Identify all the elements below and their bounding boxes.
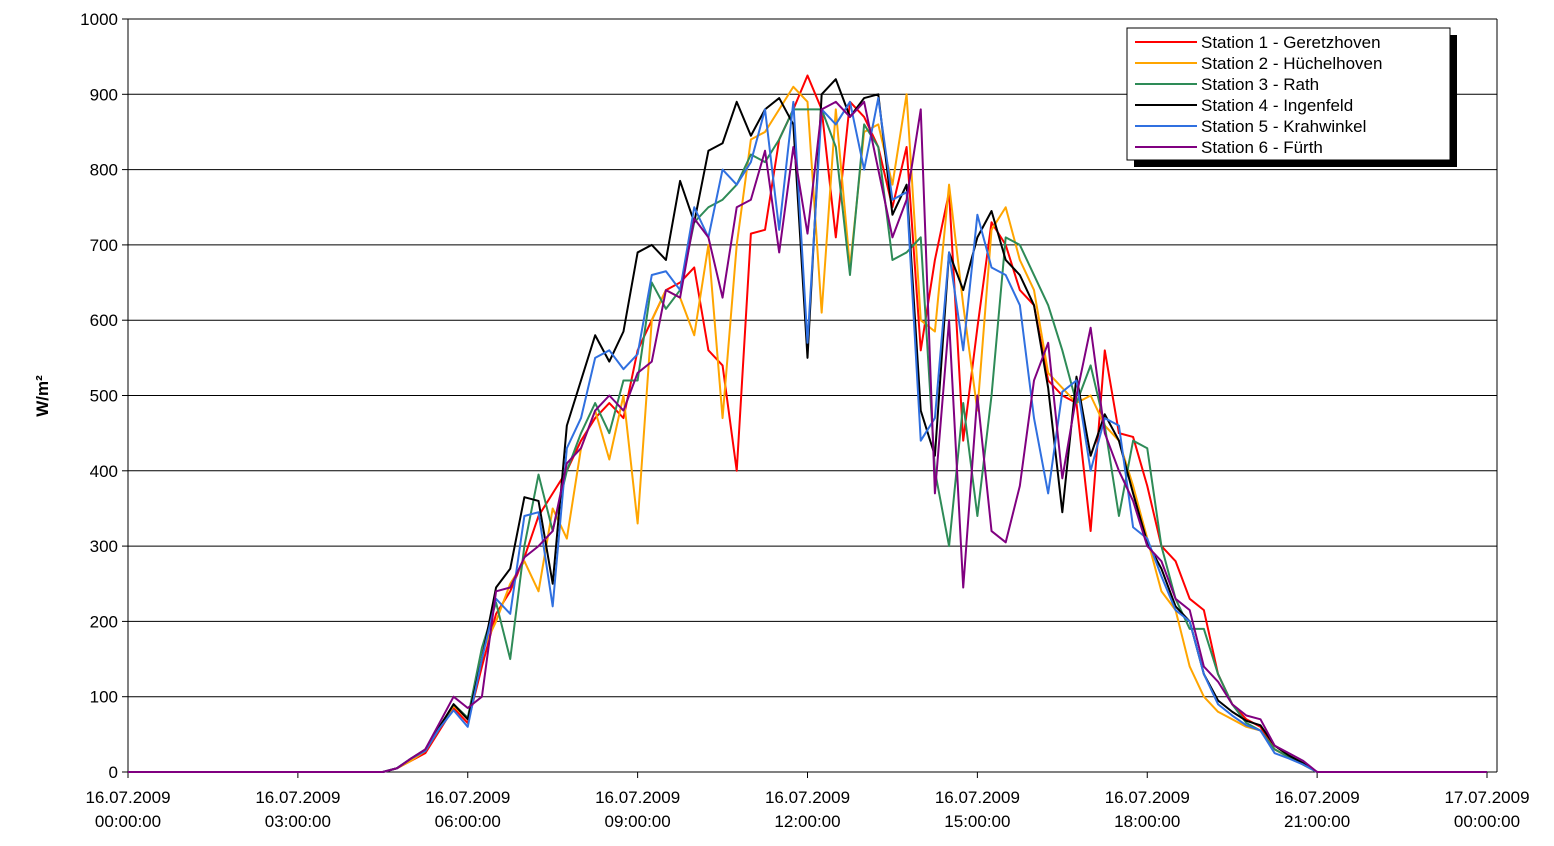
y-tick-label: 900 (90, 85, 118, 104)
series-line (128, 78, 1487, 773)
x-tick-label-line: 16.07.2009 (255, 788, 340, 807)
x-tick-label: 16.07.2009 03:00:00 (255, 788, 340, 831)
y-tick-label: 200 (90, 612, 118, 631)
y-tick-label: 500 (90, 387, 118, 406)
series-line (128, 108, 1487, 773)
x-tick-label-line: 16.07.2009 (1105, 788, 1190, 807)
x-tick-label-line: 16.07.2009 (425, 788, 510, 807)
x-tick-label-line: 18:00:00 (1114, 812, 1180, 831)
series-line (128, 74, 1487, 773)
x-tick-label-line: 06:00:00 (435, 812, 501, 831)
x-tick-label: 16.07.2009 09:00:00 (595, 788, 680, 831)
series-line (128, 85, 1487, 773)
x-tick-label-line: 03:00:00 (265, 812, 331, 831)
legend-label: Station 3 - Rath (1201, 75, 1319, 94)
legend-box (1126, 27, 1451, 161)
y-tick-label: 600 (90, 311, 118, 330)
legend-label: Station 2 - Hüchelhoven (1201, 54, 1382, 73)
y-tick-label: 800 (90, 161, 118, 180)
series-line (128, 100, 1487, 773)
x-tick-label-line: 16.07.2009 (765, 788, 850, 807)
x-tick-label-line: 16.07.2009 (595, 788, 680, 807)
series-line (128, 97, 1487, 773)
y-axis-label: W/m² (33, 375, 52, 417)
x-tick-label: 16.07.2009 06:00:00 (425, 788, 510, 831)
x-tick-label-line: 16.07.2009 (85, 788, 170, 807)
y-tick-label: 700 (90, 236, 118, 255)
legend-label: Station 5 - Krahwinkel (1201, 117, 1366, 136)
y-tick-label: 0 (109, 763, 118, 782)
x-tick-label-line: 16.07.2009 (935, 788, 1020, 807)
x-tick-label: 16.07.2009 00:00:00 (85, 788, 170, 831)
y-tick-label: 400 (90, 462, 118, 481)
x-tick-label-line: 15:00:00 (944, 812, 1010, 831)
legend-label: Station 6 - Fürth (1201, 138, 1323, 157)
x-tick-label: 16.07.2009 21:00:00 (1275, 788, 1360, 831)
y-tick-label: 300 (90, 537, 118, 556)
x-tick-label-line: 00:00:00 (95, 812, 161, 831)
x-tick-label-line: 00:00:00 (1454, 812, 1520, 831)
legend-label: Station 1 - Geretzhoven (1201, 33, 1381, 52)
y-tick-label: 1000 (80, 10, 118, 29)
x-tick-label-line: 17.07.2009 (1444, 788, 1529, 807)
x-tick-label-line: 12:00:00 (774, 812, 840, 831)
x-tick-label: 16.07.2009 18:00:00 (1105, 788, 1190, 831)
legend-label: Station 4 - Ingenfeld (1201, 96, 1353, 115)
y-tick-label: 100 (90, 688, 118, 707)
x-tick-label: 17.07.2009 00:00:00 (1444, 788, 1529, 831)
x-tick-label: 16.07.2009 15:00:00 (935, 788, 1020, 831)
x-tick-label-line: 21:00:00 (1284, 812, 1350, 831)
x-tick-label-line: 09:00:00 (605, 812, 671, 831)
x-tick-label: 16.07.2009 12:00:00 (765, 788, 850, 831)
x-tick-label-line: 16.07.2009 (1275, 788, 1360, 807)
